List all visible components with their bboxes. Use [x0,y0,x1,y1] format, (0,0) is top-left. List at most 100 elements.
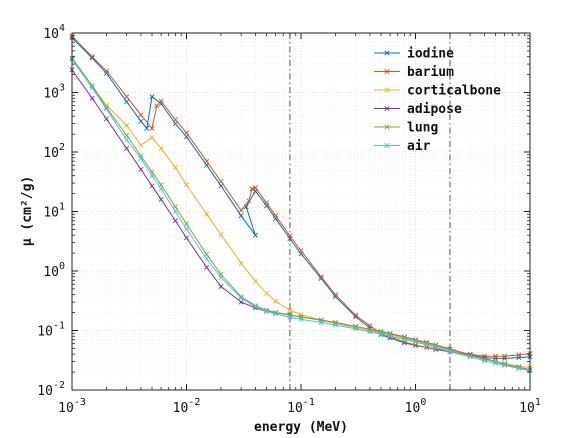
y-tick-exponent: 0 [59,261,65,272]
data-point-air [424,342,430,348]
data-point-barium [154,103,160,109]
x-tick-exponent: -3 [74,397,86,408]
data-point-adipose [149,183,155,189]
data-point-air [138,155,144,161]
y-tick-label: 104 [43,23,65,42]
data-point-corticalbone [238,260,244,266]
data-point-air [433,344,439,350]
data-point-barium [298,248,304,254]
legend-item-corticalbone: corticalbone [374,84,501,99]
y-tick-exponent: -1 [53,321,65,332]
data-point-barium [158,98,164,104]
data-point-air [149,173,155,179]
data-point-adipose [124,145,130,151]
legend-label: barium [407,65,454,80]
y-tick-label: 101 [43,202,65,221]
data-point-air [298,316,304,322]
data-point-barium [204,158,210,164]
x-tick-exponent: 1 [535,397,541,408]
data-point-barium [89,54,95,60]
data-point-barium [149,125,155,131]
data-point-iodine [353,314,359,320]
data-point-barium [238,207,244,213]
legend-swatch-marker [384,105,390,112]
y-tick-label: 10-2 [37,380,65,399]
data-point-air [287,314,293,320]
x-tick-mantissa: 10 [173,401,189,416]
x-tick-label: 10-2 [173,397,201,416]
data-point-air [378,331,384,337]
data-point-corticalbone [264,290,270,296]
data-point-barium [252,185,258,191]
legend-item-lung: lung [374,121,438,136]
x-tick-mantissa: 10 [287,401,303,416]
data-point-lung [238,294,244,300]
y-tick-exponent: 4 [59,23,65,34]
y-tick-label: 103 [43,83,65,102]
x-tick-mantissa: 10 [519,401,535,416]
data-point-barium [273,213,279,219]
legend-swatch-marker [384,87,390,93]
data-point-air [89,85,95,91]
legend: iodine barium corticalbone adipose lung air [374,47,501,154]
data-point-air [218,274,224,280]
y-axis-label: μ (cm²/g) [20,176,35,246]
series-layer [69,33,533,374]
legend-swatch-marker [384,68,390,75]
data-point-air [124,137,130,143]
data-point-corticalbone [218,232,224,238]
data-point-adipose [103,116,109,122]
data-point-barium [353,312,359,318]
data-point-barium [138,112,144,118]
data-point-corticalbone [138,142,144,148]
data-point-iodine [332,294,338,300]
legend-item-barium: barium [374,65,454,80]
legend-swatch-marker [384,124,390,130]
data-point-iodine [502,355,508,361]
data-point-air [183,226,190,232]
data-point-iodine [89,55,95,61]
data-point-barium [218,178,224,184]
data-point-corticalbone [158,145,164,151]
data-point-iodine [144,125,150,131]
data-point-lung [183,221,190,227]
y-tick-mantissa: 10 [43,27,59,42]
data-point-air [447,349,453,355]
data-point-air [481,358,487,364]
data-point-lung [89,83,95,89]
data-point-iodine [238,213,244,219]
x-tick-exponent: -2 [188,397,200,408]
data-point-air [367,329,373,335]
x-tick-label: 10-3 [58,397,86,416]
y-tick-exponent: 2 [59,142,65,153]
x-tick-label: 101 [519,397,541,416]
data-point-barium [183,130,190,136]
legend-item-iodine: iodine [374,47,454,62]
y-tick-exponent: 3 [59,83,65,94]
data-point-air [412,339,419,345]
data-point-air [264,308,270,314]
data-point-barium [318,274,324,280]
data-point-barium [332,292,338,298]
data-point-barium [502,353,508,359]
data-point-corticalbone [149,135,155,141]
data-point-air [387,333,393,339]
data-point-barium [103,68,109,74]
x-tick-label: 100 [405,397,427,416]
y-tick-mantissa: 10 [37,384,53,399]
data-point-air [158,186,164,192]
reference-lines [289,33,451,390]
axis-ticks [71,32,531,391]
legend-label: air [407,139,431,154]
data-point-adipose [89,95,95,101]
data-point-adipose [238,299,244,305]
data-point-air [516,365,522,371]
y-tick-mantissa: 10 [37,325,53,340]
data-point-air [493,360,499,366]
legend-label: adipose [407,102,462,117]
data-point-corticalbone [252,278,258,284]
data-point-air [467,354,473,360]
x-tick-label: 10-1 [287,397,315,416]
legend-label: iodine [407,47,454,62]
